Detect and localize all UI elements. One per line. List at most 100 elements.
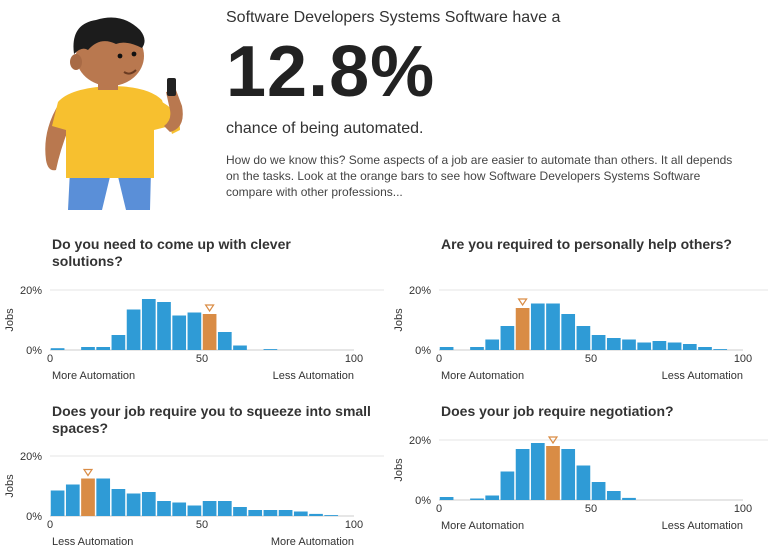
y-tick-label: 20% bbox=[20, 451, 42, 463]
left-direction-label: More Automation bbox=[441, 370, 524, 382]
highlighted-bar bbox=[515, 308, 530, 350]
histogram-bar bbox=[233, 507, 247, 516]
histogram-bar bbox=[500, 326, 515, 350]
histogram-bar bbox=[233, 345, 247, 350]
x-tick-label: 100 bbox=[345, 353, 363, 365]
y-axis-label: Jobs bbox=[4, 474, 16, 498]
y-tick-label: 20% bbox=[409, 435, 431, 447]
automation-percentage: 12.8% bbox=[226, 32, 436, 112]
histogram-bar bbox=[187, 505, 202, 516]
histogram-bar bbox=[637, 342, 652, 350]
question-small-spaces: Does your job require you to squeeze int… bbox=[52, 403, 371, 436]
x-tick-label: 50 bbox=[585, 353, 597, 365]
explanation-text: How do we know this? Some aspects of a j… bbox=[226, 153, 733, 199]
y-axis-label: Jobs bbox=[393, 458, 405, 482]
histogram-bar bbox=[546, 303, 560, 350]
x-tick-label: 0 bbox=[436, 353, 442, 365]
marker-triangle-icon bbox=[82, 468, 94, 477]
histogram-bar bbox=[202, 501, 217, 516]
intro-text: Software Developers Systems Software hav… bbox=[226, 9, 561, 26]
y-tick-label: 0% bbox=[26, 511, 42, 523]
histogram-bar bbox=[530, 303, 545, 350]
right-direction-label: Less Automation bbox=[273, 370, 354, 382]
histogram-bar bbox=[470, 347, 484, 350]
histogram-bar bbox=[309, 513, 323, 516]
histogram-bar bbox=[217, 332, 232, 350]
histogram-bar bbox=[439, 347, 454, 350]
histogram-bar bbox=[111, 335, 126, 350]
chance-text: chance of being automated. bbox=[226, 120, 424, 137]
histogram-bar bbox=[172, 315, 187, 350]
histogram-negotiation: 20% 0% Jobs 0 50 100 More Automation Less Autom… bbox=[393, 435, 768, 532]
histogram-bar bbox=[591, 335, 606, 350]
y-tick-label: 0% bbox=[415, 495, 431, 507]
histogram-bar bbox=[561, 449, 576, 500]
histogram-bar bbox=[141, 299, 156, 350]
highlighted-bar bbox=[202, 314, 217, 350]
histogram-bar bbox=[606, 338, 621, 350]
histogram-bar bbox=[713, 349, 728, 350]
question-clever-solutions: Do you need to come up with clever solut… bbox=[52, 236, 291, 269]
right-direction-label: More Automation bbox=[271, 536, 354, 548]
marker-triangle-icon bbox=[547, 436, 559, 445]
marker-triangle-icon bbox=[204, 304, 215, 313]
histogram-bar bbox=[293, 511, 308, 516]
marker-triangle-icon bbox=[517, 298, 528, 307]
x-tick-label: 100 bbox=[345, 519, 363, 531]
y-tick-label: 20% bbox=[409, 285, 431, 297]
question-negotiation: Does your job require negotiation? bbox=[441, 403, 674, 419]
histogram-bar bbox=[530, 443, 545, 500]
histogram-bar bbox=[667, 342, 682, 350]
histogram-bar bbox=[126, 493, 141, 516]
histogram-bar bbox=[217, 501, 232, 516]
histogram-bar bbox=[515, 449, 530, 500]
histogram-bar bbox=[278, 510, 293, 516]
histogram-help-others: 20% 0% Jobs 0 50 100 More Automation Less Autom… bbox=[393, 285, 768, 382]
histogram-bar bbox=[576, 326, 591, 350]
x-tick-label: 50 bbox=[585, 503, 597, 515]
histogram-small-spaces: 20% 0% Jobs 0 50 100 Less Automation More Autom… bbox=[4, 451, 384, 548]
histogram-bar bbox=[263, 349, 278, 350]
right-direction-label: Less Automation bbox=[662, 520, 743, 532]
histogram-bar bbox=[622, 339, 636, 350]
histogram-bar bbox=[470, 498, 484, 500]
left-direction-label: More Automation bbox=[441, 520, 524, 532]
x-tick-label: 0 bbox=[47, 519, 53, 531]
y-tick-label: 20% bbox=[20, 285, 42, 297]
histogram-bar bbox=[111, 489, 126, 516]
histogram-bar bbox=[81, 347, 95, 350]
highlighted-bar bbox=[546, 446, 560, 500]
histogram-bar bbox=[96, 478, 111, 516]
question-help-others: Are you required to personally help othe… bbox=[441, 236, 732, 252]
x-tick-label: 100 bbox=[734, 503, 752, 515]
y-axis-label: Jobs bbox=[393, 308, 405, 332]
histogram-bar bbox=[50, 490, 65, 516]
histogram-bar bbox=[576, 465, 591, 500]
y-tick-label: 0% bbox=[26, 345, 42, 357]
histogram-bar bbox=[96, 347, 111, 350]
histogram-bar bbox=[439, 497, 454, 500]
histogram-bar bbox=[485, 339, 500, 350]
histogram-bar bbox=[485, 495, 500, 500]
y-axis-label: Jobs bbox=[4, 308, 16, 332]
histogram-bar bbox=[561, 314, 576, 350]
histogram-bar bbox=[606, 491, 621, 500]
histogram-bar bbox=[248, 510, 263, 516]
histogram-bar bbox=[126, 309, 141, 350]
histogram-bar bbox=[500, 471, 515, 500]
highlighted-bar bbox=[81, 478, 95, 516]
x-tick-label: 0 bbox=[47, 353, 53, 365]
histogram-bar bbox=[682, 344, 697, 350]
histogram-bar bbox=[141, 492, 156, 516]
x-tick-label: 100 bbox=[734, 353, 752, 365]
x-tick-label: 50 bbox=[196, 353, 208, 365]
histogram-bar bbox=[157, 302, 171, 350]
left-direction-label: Less Automation bbox=[52, 536, 133, 548]
result-header: Software Developers Systems Software hav… bbox=[226, 8, 756, 200]
histogram-bar bbox=[172, 502, 187, 516]
histogram-bar bbox=[187, 312, 202, 350]
histogram-bar bbox=[65, 484, 80, 516]
histogram-bar bbox=[324, 515, 339, 516]
histogram-bar bbox=[698, 347, 712, 350]
y-tick-label: 0% bbox=[415, 345, 431, 357]
